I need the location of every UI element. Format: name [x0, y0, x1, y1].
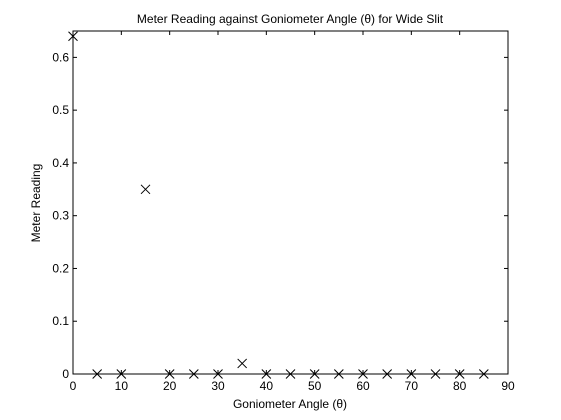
x-tick-label: 90: [501, 379, 515, 393]
x-tick-labels: 0 10 20 30 40 50 60 70 80 90: [70, 379, 515, 393]
x-tick-label: 70: [405, 379, 419, 393]
data-point: [213, 369, 223, 379]
data-point-stroke: [430, 369, 441, 379]
y-tick-labels: 0 0.1 0.2 0.3 0.4 0.5 0.6: [52, 50, 69, 381]
x-tick-label: 0: [70, 379, 77, 393]
data-point: [237, 358, 248, 369]
data-point-stroke: [406, 369, 417, 379]
x-tick-label: 60: [356, 379, 370, 393]
data-point: [164, 369, 175, 379]
y-tick-label: 0.3: [52, 209, 69, 223]
data-point-stroke: [213, 369, 223, 379]
data-point-stroke: [309, 369, 320, 379]
axis-ticks: [73, 31, 508, 374]
data-point: [430, 369, 441, 379]
plot-area: [72, 30, 509, 375]
y-tick-label: 0.2: [52, 261, 69, 275]
y-tick-label: 0.1: [52, 314, 69, 328]
data-point: [478, 369, 489, 379]
x-tick-label: 80: [453, 379, 467, 393]
x-tick-label: 40: [260, 379, 274, 393]
y-tick-label: 0.4: [52, 156, 69, 170]
data-point-stroke: [358, 369, 368, 379]
data-point: [285, 369, 296, 379]
data-point-stroke: [164, 369, 175, 379]
data-point-stroke: [92, 369, 103, 379]
data-point-stroke: [382, 369, 393, 379]
data-point: [92, 369, 103, 379]
data-point-stroke: [68, 31, 78, 42]
y-tick-label: 0: [62, 367, 69, 381]
y-tick-label: 0.5: [52, 103, 69, 117]
data-point-stroke: [237, 358, 248, 369]
data-point: [116, 369, 127, 379]
data-point: [382, 369, 393, 379]
data-point: [261, 369, 272, 379]
data-point-stroke: [188, 369, 199, 379]
data-point-stroke: [333, 369, 344, 379]
x-tick-label: 50: [308, 379, 322, 393]
data-point-stroke: [116, 369, 127, 379]
data-point: [188, 369, 199, 379]
y-tick-label: 0.6: [52, 50, 69, 64]
data-point: [333, 369, 344, 379]
data-point: [140, 184, 151, 195]
data-point: [309, 369, 320, 379]
data-point: [68, 31, 78, 42]
data-point-stroke: [140, 184, 151, 195]
x-tick-label: 10: [115, 379, 129, 393]
data-point: [406, 369, 417, 379]
data-point: [358, 369, 368, 379]
x-tick-label: 30: [211, 379, 225, 393]
x-axis-label: Goniometer Angle (θ): [233, 397, 347, 411]
y-axis-label: Meter Reading: [29, 164, 43, 243]
data-point-stroke: [285, 369, 296, 379]
data-markers: [68, 31, 489, 379]
data-point-stroke: [261, 369, 272, 379]
chart-title: Meter Reading against Goniometer Angle (…: [137, 12, 444, 26]
x-tick-label: 20: [163, 379, 177, 393]
data-point-stroke: [454, 369, 465, 379]
data-point: [454, 369, 465, 379]
data-point-stroke: [478, 369, 489, 379]
